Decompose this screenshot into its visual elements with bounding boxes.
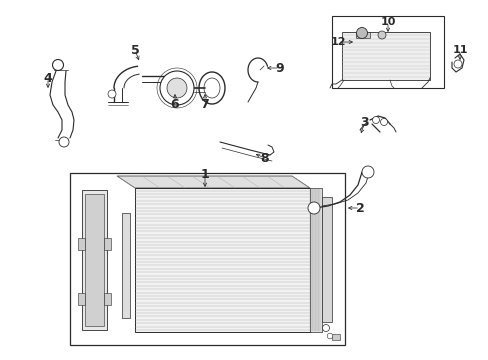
Circle shape xyxy=(160,71,194,105)
Circle shape xyxy=(453,60,461,68)
Bar xyxy=(78,293,85,305)
Circle shape xyxy=(356,27,367,39)
Circle shape xyxy=(52,59,63,71)
Circle shape xyxy=(326,333,332,339)
Circle shape xyxy=(108,90,116,98)
Circle shape xyxy=(372,117,379,123)
Text: 11: 11 xyxy=(451,45,467,55)
Bar xyxy=(104,238,111,250)
Bar xyxy=(321,197,331,322)
Circle shape xyxy=(377,31,385,39)
Circle shape xyxy=(322,324,329,332)
Text: 2: 2 xyxy=(355,202,364,215)
Polygon shape xyxy=(117,176,309,188)
Bar xyxy=(82,190,107,330)
Text: 4: 4 xyxy=(43,72,52,85)
Bar xyxy=(78,238,85,250)
Circle shape xyxy=(59,137,69,147)
Text: 9: 9 xyxy=(275,62,284,75)
Text: 3: 3 xyxy=(360,116,368,129)
Text: 6: 6 xyxy=(170,98,179,111)
Bar xyxy=(85,194,104,326)
Bar xyxy=(341,32,429,80)
Text: 1: 1 xyxy=(200,168,209,181)
Text: 12: 12 xyxy=(329,37,345,47)
Polygon shape xyxy=(135,188,309,332)
Text: 5: 5 xyxy=(130,44,139,57)
Bar xyxy=(331,334,339,340)
Text: 10: 10 xyxy=(380,17,395,27)
Bar xyxy=(122,213,130,318)
Circle shape xyxy=(380,118,386,126)
Bar xyxy=(355,32,369,38)
Bar xyxy=(309,188,321,332)
Circle shape xyxy=(167,78,186,98)
Bar xyxy=(104,293,111,305)
Bar xyxy=(331,16,443,88)
Text: 7: 7 xyxy=(200,98,209,111)
Circle shape xyxy=(361,166,373,178)
Bar xyxy=(70,173,345,345)
Circle shape xyxy=(307,202,319,214)
Text: 8: 8 xyxy=(260,152,269,165)
